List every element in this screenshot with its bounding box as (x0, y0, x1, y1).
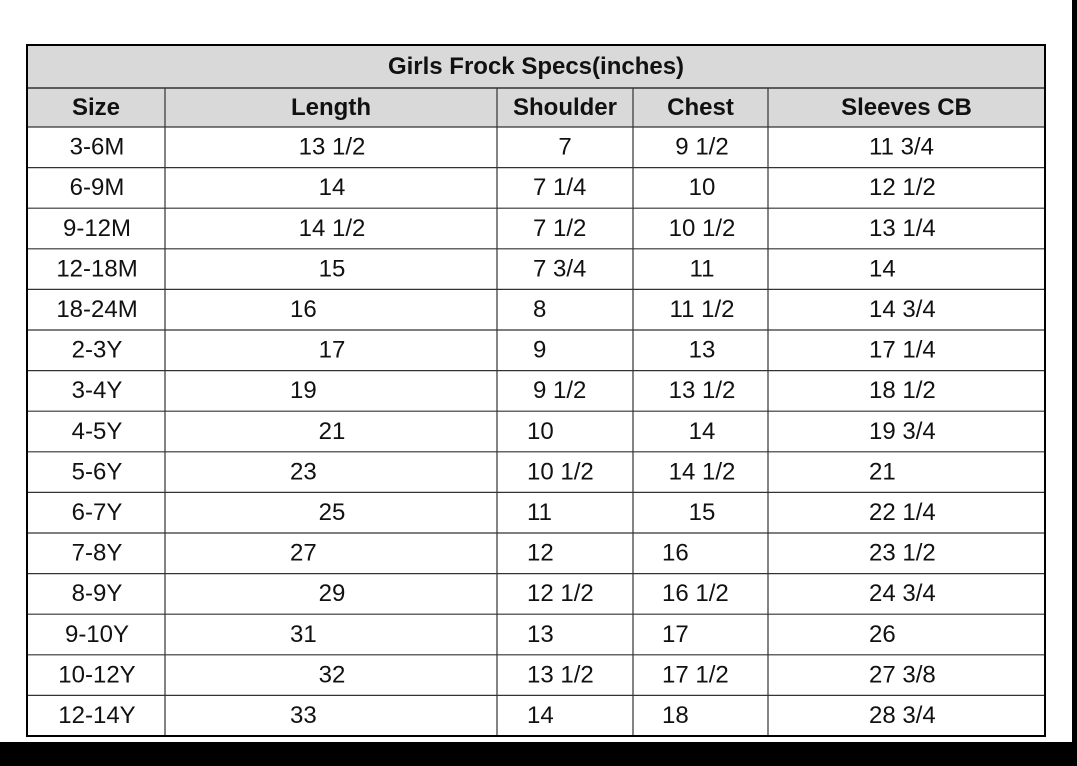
spec-cell: 11 3/4 (869, 134, 934, 161)
column-header: Sleeves CB (841, 94, 972, 121)
spec-cell: 8 (533, 296, 546, 323)
table-border (26, 44, 1046, 737)
size-cell: 2-3Y (72, 337, 123, 364)
size-cell: 12-14Y (58, 702, 135, 729)
spec-cell: 13 1/2 (527, 661, 594, 688)
column-header: Shoulder (513, 94, 617, 121)
spec-cell: 12 (527, 540, 554, 567)
spec-cell: 27 (290, 540, 317, 567)
spec-cell: 14 3/4 (869, 296, 936, 323)
spec-cell: 23 1/2 (869, 540, 936, 567)
spec-cell: 18 (662, 702, 689, 729)
spec-cell: 13 (527, 621, 554, 648)
spec-cell: 10 1/2 (527, 458, 594, 485)
spec-cell: 14 1/2 (669, 458, 736, 485)
column-header: Length (291, 94, 371, 121)
spec-cell: 14 (527, 702, 554, 729)
spec-cell: 17 1/4 (869, 337, 936, 364)
bottom-bar (0, 742, 1077, 766)
spec-cell: 11 1/2 (670, 296, 735, 323)
spec-cell: 10 1/2 (669, 215, 736, 242)
spec-cell: 7 3/4 (533, 255, 586, 282)
spec-cell: 14 (319, 174, 346, 201)
spec-cell: 19 3/4 (869, 418, 936, 445)
spec-cell: 18 1/2 (869, 377, 936, 404)
spec-cell: 9 (533, 337, 546, 364)
size-cell: 5-6Y (72, 458, 123, 485)
spec-cell: 17 (319, 337, 346, 364)
column-header: Chest (667, 94, 734, 121)
spec-cell: 16 1/2 (662, 580, 729, 607)
size-cell: 10-12Y (58, 661, 135, 688)
spec-cell: 22 1/4 (869, 499, 936, 526)
spec-cell: 10 (689, 174, 716, 201)
size-cell: 12-18M (56, 255, 137, 282)
spec-cell: 25 (319, 499, 346, 526)
table-grid (27, 87, 1045, 736)
spec-cell: 14 1/2 (299, 215, 366, 242)
spec-cell: 7 1/2 (533, 215, 586, 242)
size-cell: 6-9M (70, 174, 125, 201)
spec-cell: 21 (319, 418, 346, 445)
spec-cell: 28 3/4 (869, 702, 936, 729)
spec-cell: 14 (689, 418, 716, 445)
spec-cell: 15 (689, 499, 716, 526)
spec-cell: 29 (319, 580, 346, 607)
spec-cell: 11 (527, 499, 552, 526)
spec-cell: 17 (662, 621, 689, 648)
spec-cell: 19 (290, 377, 317, 404)
size-cell: 6-7Y (72, 499, 123, 526)
size-cell: 7-8Y (72, 540, 123, 567)
size-cell: 9-10Y (65, 621, 129, 648)
right-bar (1072, 0, 1077, 766)
column-header: Size (72, 94, 120, 121)
spec-cell: 16 (290, 296, 317, 323)
spec-cell: 13 1/4 (869, 215, 936, 242)
spec-cell: 12 1/2 (869, 174, 936, 201)
spec-cell: 32 (319, 661, 346, 688)
spec-cell: 21 (869, 458, 896, 485)
header-background (27, 45, 1045, 127)
spec-cell: 10 (527, 418, 554, 445)
spec-cell: 23 (290, 458, 317, 485)
size-cell: 4-5Y (72, 418, 123, 445)
spec-cell: 16 (662, 540, 689, 567)
spec-cell: 24 3/4 (869, 580, 936, 607)
spec-cell: 26 (869, 621, 896, 648)
spec-cell: 7 1/4 (533, 174, 586, 201)
spec-cell: 7 (558, 134, 571, 161)
size-cell: 3-6M (70, 134, 125, 161)
spec-cell: 13 1/2 (299, 134, 366, 161)
size-cell: 3-4Y (72, 377, 123, 404)
table-title: Girls Frock Specs(inches) (388, 53, 684, 80)
spec-cell: 14 (869, 255, 896, 282)
spec-cell: 11 (690, 255, 715, 282)
spec-cell: 9 1/2 (675, 134, 728, 161)
spec-cell: 13 1/2 (669, 377, 736, 404)
table-cells: Girls Frock Specs(inches) Size Length Shoul… (56, 53, 972, 729)
spec-cell: 13 (689, 337, 716, 364)
spec-cell: 31 (290, 621, 317, 648)
spec-cell: 27 3/8 (869, 661, 936, 688)
size-cell: 9-12M (63, 215, 131, 242)
spec-cell: 33 (290, 702, 317, 729)
spec-cell: 17 1/2 (662, 661, 729, 688)
size-cell: 18-24M (56, 296, 137, 323)
spec-cell: 9 1/2 (533, 377, 586, 404)
spec-cell: 15 (319, 255, 346, 282)
spec-cell: 12 1/2 (527, 580, 594, 607)
size-cell: 8-9Y (72, 580, 123, 607)
